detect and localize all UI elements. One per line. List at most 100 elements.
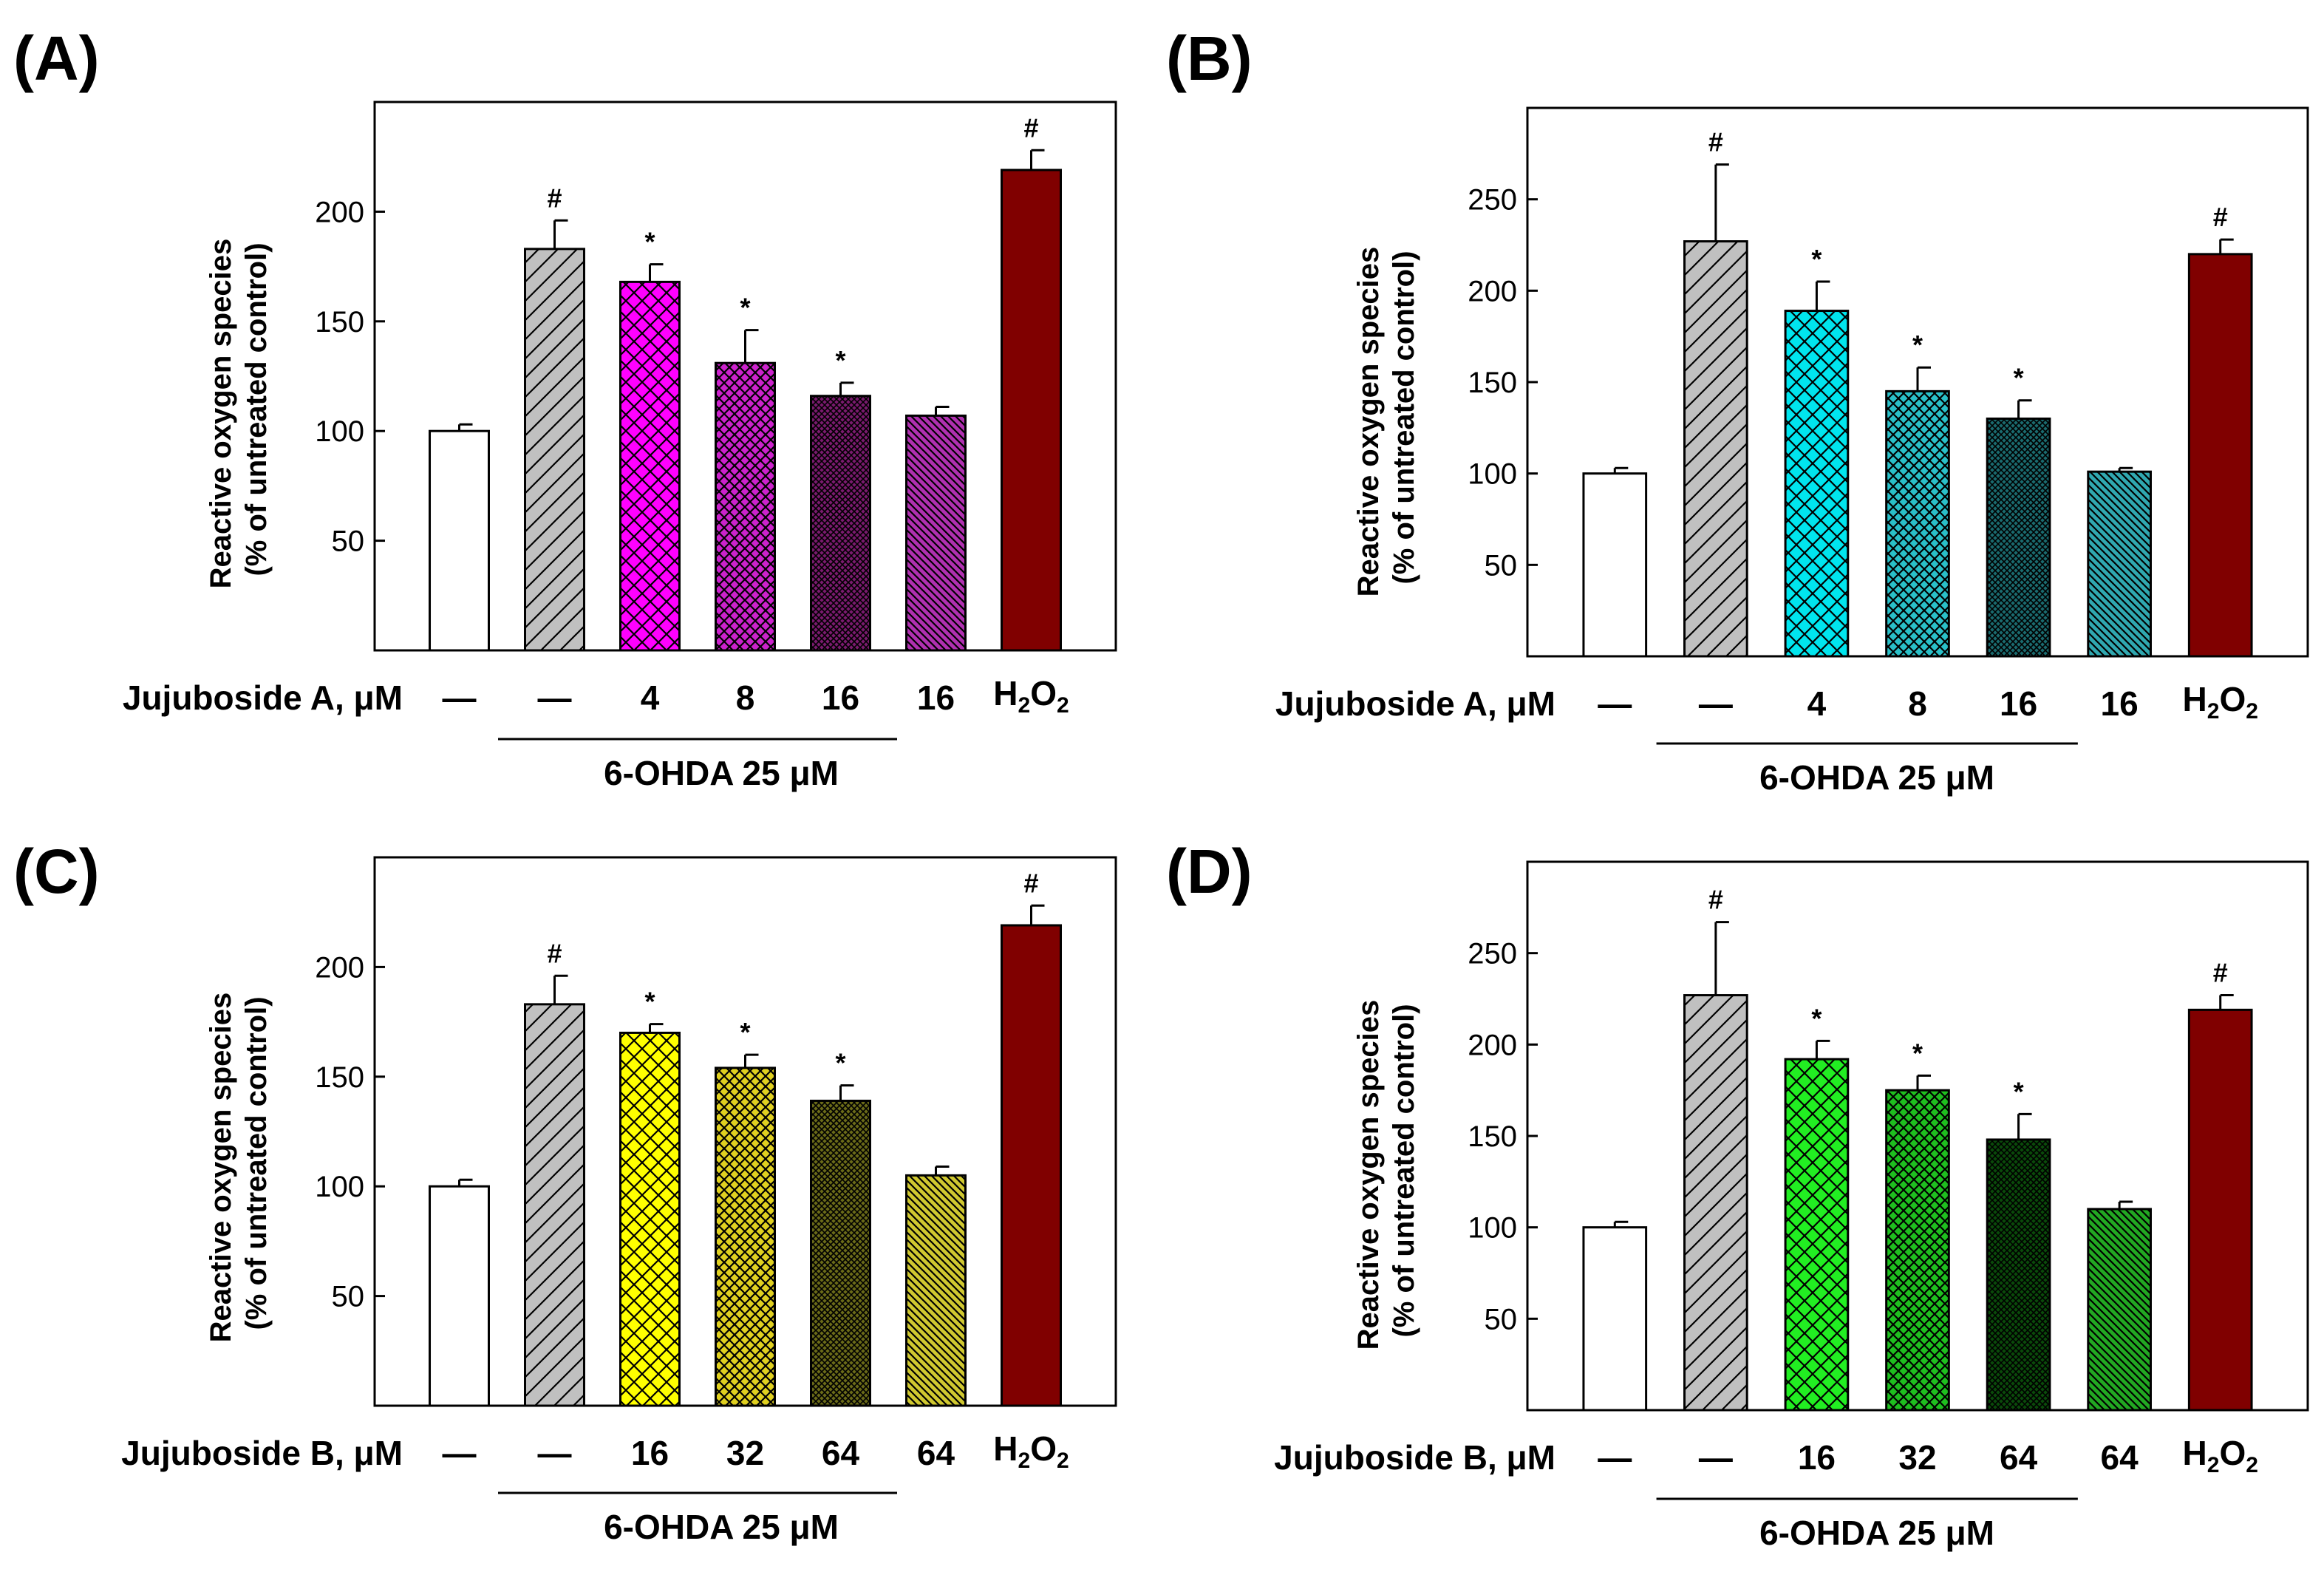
category-label: 4 xyxy=(641,678,660,717)
y-axis-label: Reactive oxygen species (% of untreated … xyxy=(205,231,273,589)
category-label: 64 xyxy=(2101,1438,2139,1477)
bar xyxy=(524,248,585,652)
row-label: Jujuboside B, μM xyxy=(1274,1438,1555,1477)
panel-label: (D) xyxy=(1166,837,1253,906)
bar xyxy=(1001,924,1062,1407)
bar xyxy=(619,1031,681,1407)
bar xyxy=(524,1003,585,1407)
category-label: 16 xyxy=(2000,684,2037,723)
panel-a: (A) Reactive oxygen species (% of untrea… xyxy=(13,24,1117,792)
bar xyxy=(619,280,681,652)
category-label: 4 xyxy=(1807,684,1827,723)
bar xyxy=(1986,1138,2051,1412)
bar xyxy=(715,361,776,652)
significance-mark: * xyxy=(644,987,655,1017)
category-label: 64 xyxy=(917,1434,955,1472)
y-tick-label: 100 xyxy=(315,1171,364,1203)
significance-mark: # xyxy=(547,183,562,213)
y-tick-label: 100 xyxy=(1468,1212,1517,1245)
panel-label: (A) xyxy=(13,24,100,93)
significance-mark: # xyxy=(547,938,562,968)
group-label: 6-OHDA 25 μM xyxy=(604,754,839,792)
bar xyxy=(2087,470,2152,658)
y-tick-label: 150 xyxy=(1468,1120,1517,1153)
category-label: 16 xyxy=(2101,684,2139,723)
y-axis-label: Reactive oxygen species (% of untreated … xyxy=(205,984,273,1343)
category-label: 8 xyxy=(1908,684,1927,723)
row-label: Jujuboside A, μM xyxy=(123,678,403,717)
bar xyxy=(1001,169,1062,652)
bar xyxy=(1885,1089,1950,1412)
bar xyxy=(1885,389,1950,658)
significance-mark: * xyxy=(1912,1038,1923,1068)
significance-mark: # xyxy=(2213,958,2228,988)
group-label: 6-OHDA 25 μM xyxy=(604,1508,839,1546)
category-label: 64 xyxy=(822,1434,860,1472)
category-label: — xyxy=(1699,1438,1733,1477)
category-label: H2O2 xyxy=(993,1429,1069,1473)
category-label: H2O2 xyxy=(2183,1434,2258,1477)
y-tick-label: 150 xyxy=(315,1061,364,1094)
bar xyxy=(2187,1008,2253,1412)
bar xyxy=(1784,310,1850,658)
category-label: 64 xyxy=(2000,1438,2038,1477)
category-label: — xyxy=(1598,1438,1632,1477)
bar xyxy=(1683,240,1748,658)
y-tick-label: 50 xyxy=(1485,549,1518,582)
category-label: H2O2 xyxy=(2183,680,2258,724)
category-label: — xyxy=(443,678,477,717)
category-label: — xyxy=(443,1434,477,1472)
significance-mark: * xyxy=(740,293,750,323)
bar xyxy=(810,395,871,652)
bar xyxy=(2087,1208,2152,1412)
bar xyxy=(1582,1226,1648,1412)
significance-mark: # xyxy=(1708,127,1723,157)
bar xyxy=(429,1185,490,1407)
significance-mark: * xyxy=(644,227,655,257)
y-tick-label: 150 xyxy=(315,306,364,338)
category-label: 16 xyxy=(1798,1438,1836,1477)
y-axis-label: Reactive oxygen species (% of untreated … xyxy=(1352,239,1420,597)
y-tick-label: 50 xyxy=(332,1281,365,1313)
significance-mark: * xyxy=(2014,363,2024,393)
significance-mark: * xyxy=(1811,244,1822,274)
bar xyxy=(810,1099,871,1407)
y-tick-label: 250 xyxy=(1468,184,1517,217)
significance-mark: * xyxy=(740,1017,750,1047)
y-tick-label: 50 xyxy=(1485,1303,1518,1335)
significance-mark: # xyxy=(2213,202,2228,232)
significance-mark: # xyxy=(1708,885,1723,915)
bar xyxy=(1986,417,2051,658)
y-tick-label: 200 xyxy=(1468,275,1517,307)
category-label: 32 xyxy=(726,1434,764,1472)
y-tick-label: 200 xyxy=(315,196,364,228)
y-tick-label: 100 xyxy=(1468,458,1517,491)
panel-label: (B) xyxy=(1166,24,1253,93)
group-label: 6-OHDA 25 μM xyxy=(1759,758,1994,797)
category-label: — xyxy=(538,1434,572,1472)
category-label: 32 xyxy=(1898,1438,1936,1477)
y-tick-label: 200 xyxy=(315,951,364,984)
y-axis-label: Reactive oxygen species (% of untreated … xyxy=(1352,992,1420,1350)
category-label: H2O2 xyxy=(993,674,1069,718)
category-label: 16 xyxy=(631,1434,669,1472)
significance-mark: * xyxy=(2014,1076,2024,1106)
panel-c: (C) Reactive oxygen species (% of untrea… xyxy=(13,837,1117,1546)
significance-mark: # xyxy=(1023,868,1038,898)
y-tick-label: 200 xyxy=(1468,1029,1517,1061)
significance-mark: # xyxy=(1023,112,1038,143)
bar xyxy=(429,429,490,652)
significance-mark: * xyxy=(1912,330,1923,360)
y-tick-label: 150 xyxy=(1468,367,1517,399)
bar xyxy=(1683,994,1748,1412)
bar xyxy=(1582,472,1648,658)
category-label: 8 xyxy=(736,678,755,717)
bar xyxy=(905,1174,967,1407)
y-tick-label: 50 xyxy=(332,525,365,558)
significance-mark: * xyxy=(1811,1003,1822,1033)
category-label: — xyxy=(538,678,572,717)
bar xyxy=(905,414,967,652)
y-tick-label: 250 xyxy=(1468,938,1517,970)
bar xyxy=(2187,253,2253,658)
